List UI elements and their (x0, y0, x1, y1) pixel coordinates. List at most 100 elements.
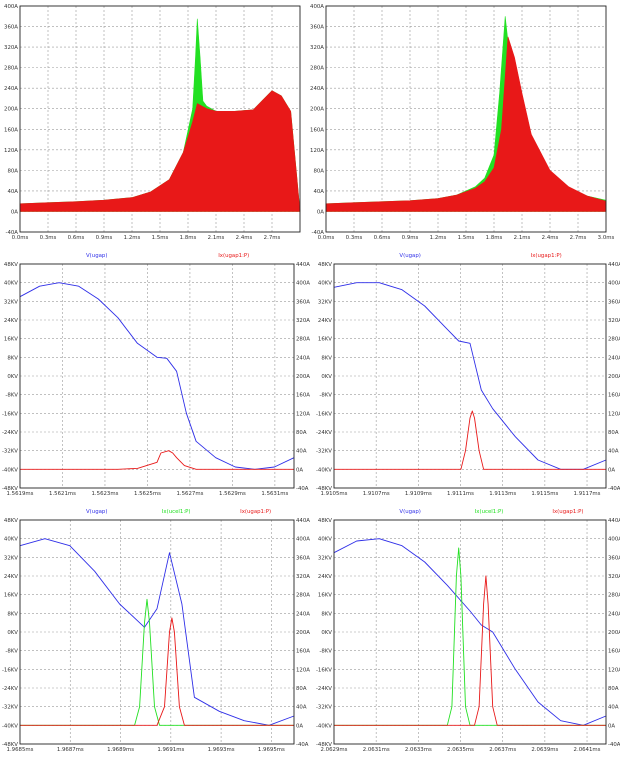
y-tick-label: 280A (310, 66, 324, 72)
x-tick-label: 2.4ms (542, 235, 559, 241)
y-tick-label: 320A (310, 45, 324, 51)
y-tick-label: 16KV (4, 593, 18, 599)
y-tick-label: -40KV (2, 723, 18, 729)
y-tick-label: -32KV (2, 449, 18, 455)
y-right-tick-label: 200A (608, 630, 620, 636)
x-tick-label: 0.0ms (12, 235, 29, 241)
legend-entry: Ix(ugap1:P) (531, 253, 562, 259)
y-right-tick-label: 80A (608, 430, 619, 436)
y-tick-label: 48KV (4, 518, 18, 524)
x-tick-label: 0.9ms (402, 235, 419, 241)
x-tick-label: 1.9687ms (57, 747, 84, 753)
x-tick-label: 2.4ms (236, 235, 253, 241)
x-tick-label: 1.5627ms (176, 491, 203, 497)
plot-frame (333, 263, 607, 489)
x-tick-label: 0.6ms (68, 235, 85, 241)
y-tick-label: 40A (313, 189, 324, 195)
y-right-tick-label: 160A (296, 393, 310, 399)
y-tick-label: 320A (4, 45, 18, 51)
y-right-tick-label: -40A (608, 742, 620, 748)
y-tick-label: -48KV (316, 486, 332, 492)
y-tick-label: 0KV (7, 630, 18, 636)
y-tick-label: 0A (317, 209, 324, 215)
y-tick-label: 48KV (318, 262, 332, 268)
y-tick-label: -16KV (2, 411, 18, 417)
y-tick-label: -8KV (319, 393, 332, 399)
legend-entry: Ix(ucel1:P) (475, 509, 504, 515)
x-tick-label: 2.0637ms (489, 747, 516, 753)
x-tick-label: 0.0ms (318, 235, 335, 241)
x-tick-label: 1.2ms (124, 235, 141, 241)
line-series-green (334, 547, 606, 726)
y-tick-label: 16KV (318, 337, 332, 343)
y-right-tick-label: 400A (296, 537, 310, 543)
y-tick-label: -32KV (316, 449, 332, 455)
x-tick-label: 1.8ms (486, 235, 503, 241)
x-tick-label: 2.0639ms (531, 747, 558, 753)
x-tick-label: 1.9109ms (405, 491, 432, 497)
y-tick-label: -24KV (316, 686, 332, 692)
x-tick-label: 2.7ms (570, 235, 587, 241)
y-tick-label: 8KV (321, 611, 332, 617)
y-right-tick-label: 0A (296, 467, 303, 473)
y-tick-label: 40KV (4, 537, 18, 543)
y-tick-label: 0A (11, 209, 18, 215)
y-tick-label: 8KV (321, 355, 332, 361)
chart-panel-p4: 48KV 40KV 32KV 24KV 16KV 8KV 0KV -8KV -16KV -24KV… (316, 253, 620, 497)
x-tick-label: 0.3ms (40, 235, 57, 241)
y-tick-label: -48KV (2, 486, 18, 492)
x-tick-label: 1.5631ms (261, 491, 288, 497)
y-tick-label: -40KV (2, 467, 18, 473)
y-tick-label: -8KV (319, 649, 332, 655)
x-tick-label: 2.0633ms (405, 747, 432, 753)
y-right-tick-label: 40A (608, 449, 619, 455)
x-tick-label: 1.2ms (430, 235, 447, 241)
y-tick-label: 280A (4, 66, 18, 72)
y-right-tick-label: 440A (296, 518, 310, 524)
chart-panel-p5: 48KV 40KV 32KV 24KV 16KV 8KV 0KV -8KV -16KV -24KV… (2, 509, 310, 753)
y-tick-label: 32KV (4, 299, 18, 305)
line-series-red (20, 617, 294, 726)
x-tick-label: 1.9113ms (489, 491, 516, 497)
y-right-tick-label: 200A (296, 374, 310, 380)
y-right-tick-label: 400A (608, 537, 620, 543)
x-tick-label: 1.5619ms (7, 491, 34, 497)
line-series-green (20, 598, 294, 726)
y-right-tick-label: 160A (608, 393, 620, 399)
y-tick-label: 40A (7, 189, 18, 195)
y-tick-label: 120A (310, 148, 324, 154)
y-tick-label: -32KV (2, 705, 18, 711)
plot-frame (325, 5, 607, 233)
y-tick-label: 0KV (7, 374, 18, 380)
y-right-tick-label: 440A (608, 518, 620, 524)
y-right-tick-label: 120A (608, 411, 620, 417)
y-tick-label: -24KV (2, 430, 18, 436)
y-tick-label: -32KV (316, 705, 332, 711)
y-right-tick-label: 0A (608, 467, 615, 473)
y-right-tick-label: 240A (608, 611, 620, 617)
x-tick-label: 3.0ms (598, 235, 615, 241)
y-right-tick-label: -40A (296, 486, 309, 492)
y-tick-label: 400A (4, 4, 18, 10)
y-tick-label: 24KV (4, 574, 18, 580)
x-tick-label: 1.9105ms (321, 491, 348, 497)
x-tick-label: 1.9693ms (208, 747, 235, 753)
y-right-tick-label: 0A (608, 723, 615, 729)
y-tick-label: 32KV (318, 299, 332, 305)
x-tick-label: 1.9115ms (531, 491, 558, 497)
y-tick-label: 200A (310, 107, 324, 113)
y-right-tick-label: 280A (296, 337, 310, 343)
y-tick-label: 360A (310, 25, 324, 31)
x-tick-label: 1.5621ms (49, 491, 76, 497)
x-tick-label: 2.1ms (208, 235, 225, 241)
y-tick-label: 32KV (318, 555, 332, 561)
chart-panel-p3: 48KV 40KV 32KV 24KV 16KV 8KV 0KV -8KV -16KV -24KV… (2, 253, 310, 497)
y-right-tick-label: 280A (608, 337, 620, 343)
y-right-tick-label: 360A (296, 555, 310, 561)
y-tick-label: 16KV (4, 337, 18, 343)
area-series-red (19, 90, 301, 212)
chart-panel-p2: 400A 360A 320A 280A 240A 200A 160A 120A 80A 40A 0A… (310, 4, 614, 241)
legend-entry: Ix(ucel1:P) (162, 509, 191, 515)
area-series-red (325, 36, 607, 212)
